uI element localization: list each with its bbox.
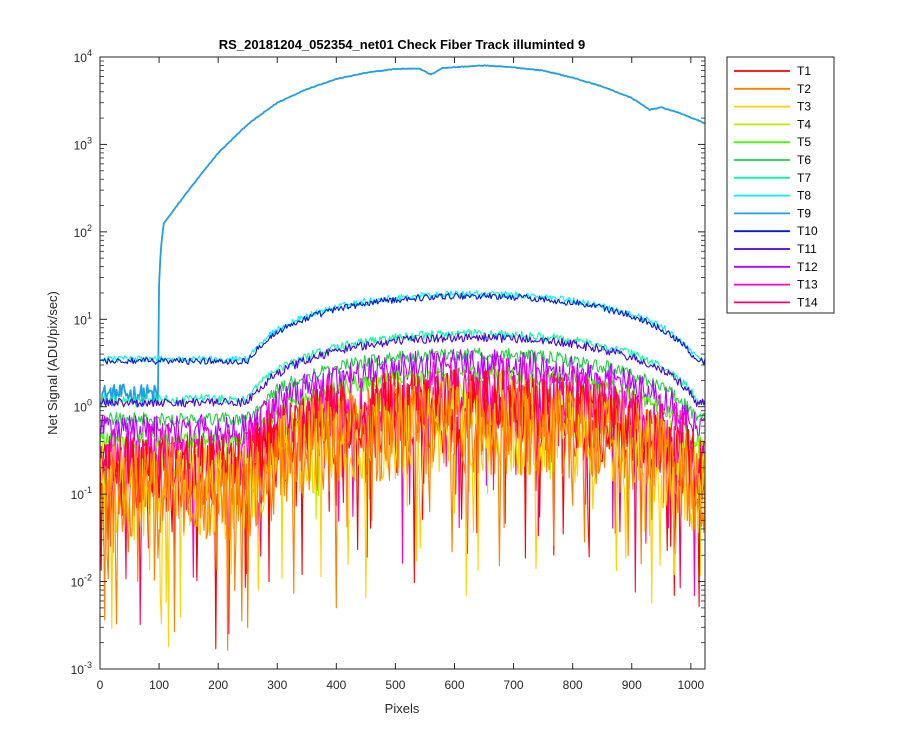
x-tick-label: 900	[622, 678, 642, 692]
series-line-t6	[100, 347, 705, 426]
legend-label-t10: T10	[797, 224, 818, 238]
y-tick-label: 100	[74, 398, 92, 415]
series-line-t9	[100, 64, 705, 408]
x-axis-label: Pixels	[385, 701, 420, 716]
x-tick-label: 200	[208, 678, 228, 692]
x-tick-label: 700	[504, 678, 524, 692]
plot-frame	[99, 56, 706, 670]
legend-label-t1: T1	[797, 64, 811, 78]
y-tick-label: 101	[74, 310, 92, 327]
legend-box	[726, 56, 835, 314]
plot-area	[100, 57, 705, 669]
series-layer	[100, 64, 705, 651]
axes: 0 100 200 300 400 500 600 700 800 900 1000 10-310-…	[71, 48, 706, 692]
y-tick-label: 104	[74, 48, 92, 65]
y-tick-label: 10-2	[71, 573, 92, 590]
y-tick-label: 102	[74, 223, 92, 240]
x-tick-label: 400	[326, 678, 346, 692]
x-tick-label: 0	[97, 678, 104, 692]
x-tick-label: 300	[267, 678, 287, 692]
x-tick-label: 100	[149, 678, 169, 692]
x-tick-label: 500	[385, 678, 405, 692]
y-axis-label: Net Signal (ADU/pix/sec)	[45, 291, 60, 435]
legend-label-t6: T6	[797, 153, 811, 167]
legend: T1 T2 T3 T4 T5 T6 T7 T8 T9 T10 T11 T12 T13 T14	[726, 56, 835, 314]
series-line-t8	[100, 290, 705, 363]
legend-label-t4: T4	[797, 117, 811, 131]
y-tick-label: 103	[74, 135, 92, 152]
legend-label-t2: T2	[797, 82, 811, 96]
series-line-t11	[100, 332, 705, 408]
legend-label-t12: T12	[797, 260, 818, 274]
x-tick-label: 600	[444, 678, 464, 692]
x-tick-label: 1000	[677, 678, 704, 692]
series-line-t10	[100, 292, 705, 365]
legend-label-t3: T3	[797, 100, 811, 114]
chart-title: RS_20181204_052354_net01 Check Fiber Tra…	[219, 37, 585, 52]
series-line-t1	[100, 369, 705, 650]
legend-label-t9: T9	[797, 206, 811, 220]
x-axis: 0 100 200 300 400 500 600 700 800 900 1000	[97, 57, 704, 692]
y-axis: 10-3 10-2 10-1 100 101 102 103 104	[71, 48, 705, 677]
legend-label-t14: T14	[797, 295, 818, 309]
legend-label-t13: T13	[797, 278, 818, 292]
legend-items: T1 T2 T3 T4 T5 T6 T7 T8 T9 T10 T11 T12 T13 T14	[734, 64, 818, 309]
x-tick-label: 800	[563, 678, 583, 692]
y-tick-label: 10-1	[71, 485, 92, 502]
legend-label-t8: T8	[797, 189, 811, 203]
series-line-t14	[100, 368, 705, 635]
legend-label-t5: T5	[797, 135, 811, 149]
series-line-t2	[100, 378, 705, 651]
plot-clip	[100, 64, 705, 651]
legend-label-t11: T11	[797, 242, 817, 256]
series-line-t7	[100, 328, 705, 405]
y-tick-label: 10-3	[71, 660, 92, 677]
legend-label-t7: T7	[797, 171, 811, 185]
